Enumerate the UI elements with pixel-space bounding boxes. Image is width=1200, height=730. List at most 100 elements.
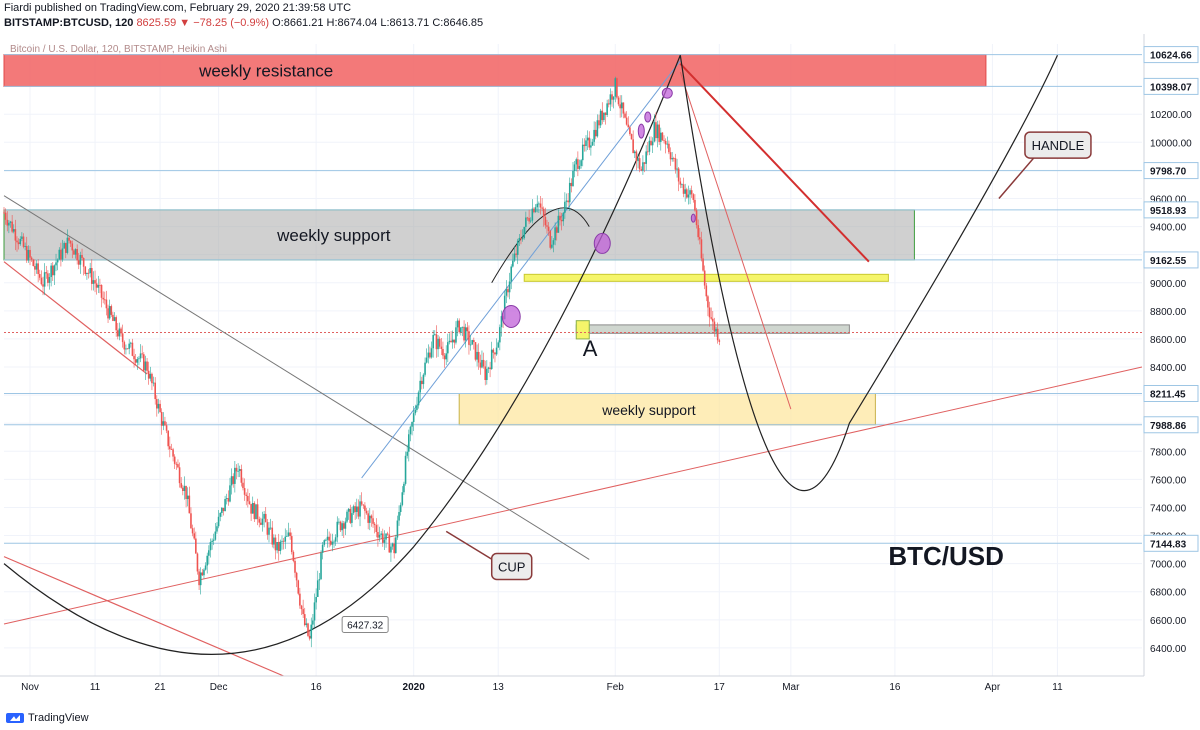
candle-body xyxy=(412,413,415,423)
zones xyxy=(3,54,987,426)
candle-body xyxy=(476,351,478,360)
x-tick-label: 17 xyxy=(714,682,726,693)
price-chart[interactable]: 6400.006600.006800.007000.007200.007400.… xyxy=(0,34,1200,706)
candle-body xyxy=(211,540,213,543)
candle-body xyxy=(110,306,113,315)
candle-body xyxy=(295,572,298,581)
candle-body xyxy=(456,320,459,328)
candle-body xyxy=(136,359,139,363)
candle-body xyxy=(432,334,434,349)
candle-body xyxy=(427,352,430,358)
candle-body xyxy=(659,132,662,142)
candle-body xyxy=(92,280,95,284)
candle-body xyxy=(134,359,137,363)
candle-body xyxy=(191,528,194,534)
low-price-box xyxy=(341,615,389,633)
candle-body xyxy=(167,430,169,447)
level-label: 7144.83 xyxy=(1150,539,1187,550)
y-tick-label: 8600.00 xyxy=(1150,335,1187,346)
candle-body xyxy=(560,219,563,222)
candle-body xyxy=(151,373,153,384)
ticker-symbol[interactable]: BITSTAMP:BTCUSD, 120 xyxy=(4,17,134,29)
x-tick-label: 11 xyxy=(90,682,101,693)
candle-body xyxy=(668,143,670,153)
candle-body xyxy=(290,536,293,553)
candle-body xyxy=(34,266,36,270)
candle-body xyxy=(378,534,381,538)
candle-body xyxy=(51,265,54,276)
candle-body xyxy=(334,537,337,542)
candle-body xyxy=(250,503,252,514)
candle-body xyxy=(268,527,270,535)
candle-body xyxy=(234,467,236,484)
candle-body xyxy=(261,518,264,525)
candle-body xyxy=(154,382,156,400)
candle-body xyxy=(365,510,368,514)
candle-body xyxy=(222,507,225,512)
candle-body xyxy=(48,277,51,283)
y-tick-label: 9400.00 xyxy=(1150,223,1187,234)
candle-body xyxy=(208,550,210,556)
candle-body xyxy=(125,348,127,350)
candle-body xyxy=(133,355,135,360)
candle-body xyxy=(658,124,660,142)
x-tick-label: 13 xyxy=(493,682,505,693)
candle-body xyxy=(694,199,696,211)
level-label: 9162.55 xyxy=(1150,256,1187,267)
candle-body xyxy=(217,516,220,527)
candle-body xyxy=(24,245,26,247)
candle-body xyxy=(409,426,412,435)
y-tick-label: 7800.00 xyxy=(1150,447,1187,458)
candle-body xyxy=(11,221,13,232)
candle-body xyxy=(328,536,330,541)
candle-body xyxy=(347,508,350,512)
candle-body xyxy=(256,504,259,520)
candle-body xyxy=(414,409,417,414)
candle-body xyxy=(221,507,223,513)
candle-body xyxy=(404,455,407,484)
candle-body xyxy=(248,501,251,504)
candle-body xyxy=(214,531,217,540)
candle-body xyxy=(372,518,374,524)
y-tick-label: 7400.00 xyxy=(1150,503,1187,514)
candle-body xyxy=(388,534,391,553)
grid xyxy=(4,44,1142,676)
candle-body xyxy=(520,237,522,240)
candle-body xyxy=(632,139,634,154)
candle-body xyxy=(554,227,556,241)
candle-body xyxy=(458,320,460,333)
candle-body xyxy=(455,327,457,343)
chart-title: BTC/USD xyxy=(888,541,1004,571)
level-label-box xyxy=(1143,251,1199,269)
candle-body xyxy=(247,495,249,502)
candle-body xyxy=(390,546,392,553)
candle-body xyxy=(312,620,314,625)
zone-band xyxy=(458,393,876,426)
candle-body xyxy=(700,239,703,259)
candle-body xyxy=(510,266,513,282)
candle-body xyxy=(159,403,161,412)
candle-body xyxy=(81,255,83,259)
highlight-circle xyxy=(593,232,611,254)
candle-body xyxy=(664,140,667,145)
candle-body xyxy=(362,504,365,506)
candle-body xyxy=(14,229,17,241)
candle-body xyxy=(364,505,366,511)
candle-body xyxy=(338,521,340,523)
candle-body xyxy=(421,380,423,385)
candle-body xyxy=(661,132,664,141)
candle-body xyxy=(64,242,67,253)
candle-body xyxy=(165,425,168,431)
candle-body xyxy=(313,602,316,621)
candle-body xyxy=(170,449,173,450)
candle-body xyxy=(112,314,114,321)
candle-body xyxy=(230,476,233,486)
candle-body xyxy=(500,316,503,328)
candle-body xyxy=(424,362,426,375)
candle-body xyxy=(360,501,363,505)
candle-body xyxy=(551,244,553,248)
candle-body xyxy=(583,144,586,147)
candle-body xyxy=(437,338,439,350)
candle-body xyxy=(546,225,548,227)
candle-body xyxy=(642,162,644,171)
